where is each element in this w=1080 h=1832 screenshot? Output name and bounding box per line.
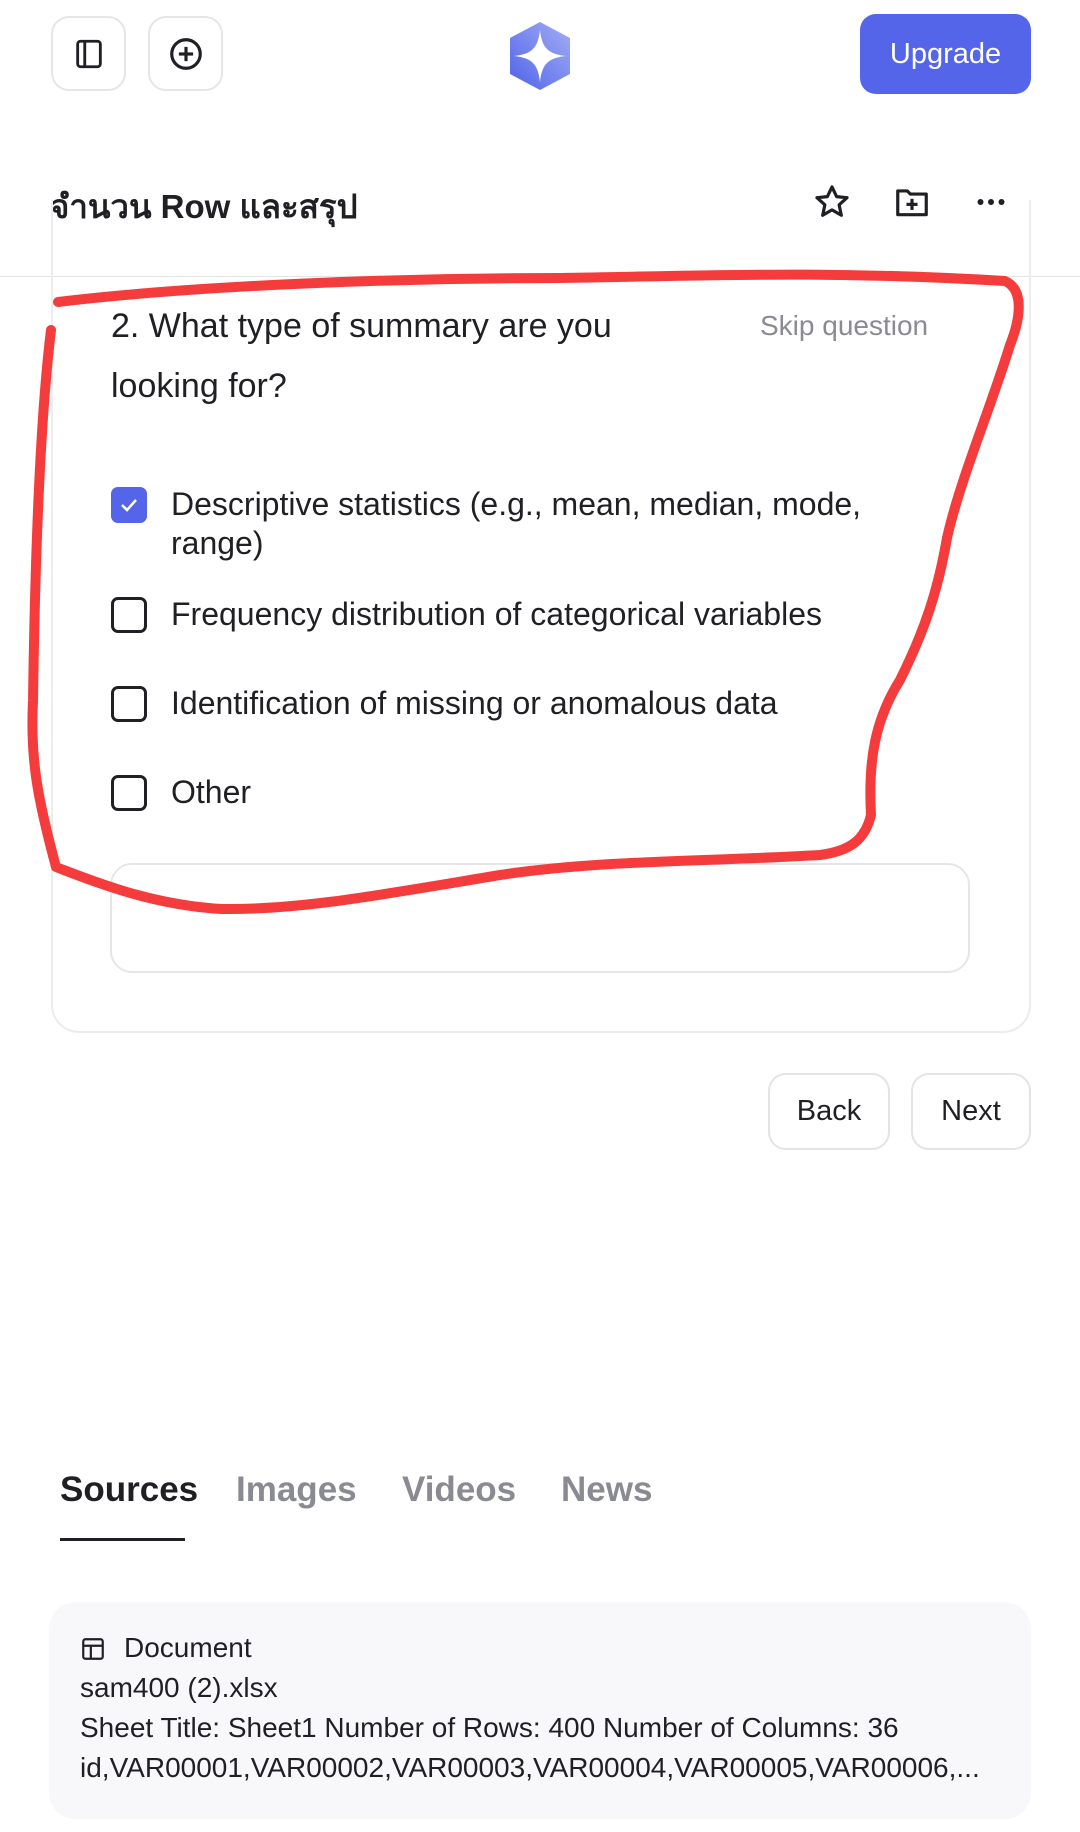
- next-button[interactable]: Next: [911, 1073, 1031, 1150]
- tab-videos[interactable]: Videos: [402, 1470, 517, 1509]
- option-label: Other: [171, 774, 252, 810]
- upgrade-button[interactable]: Upgrade: [860, 14, 1031, 94]
- check-icon: [121, 499, 137, 512]
- option-descriptive-statistics[interactable]: Descriptive statistics (e.g., mean, medi…: [111, 485, 931, 563]
- source-card[interactable]: [49, 1602, 1031, 1819]
- table-icon: [82, 1638, 104, 1660]
- source-filename: sam400 (2).xlsx: [80, 1672, 278, 1703]
- star-icon: [815, 185, 849, 217]
- tab-news[interactable]: News: [561, 1470, 653, 1509]
- checkbox[interactable]: [111, 597, 147, 633]
- sparkle-logo: [510, 22, 570, 90]
- skip-question-link[interactable]: Skip question: [760, 310, 929, 341]
- star-button[interactable]: [812, 182, 852, 222]
- checkbox[interactable]: [111, 686, 147, 722]
- question-text: 2. What type of summary are you looking …: [111, 307, 612, 405]
- back-button[interactable]: Back: [768, 1073, 890, 1150]
- sidebar-toggle-button[interactable]: [51, 16, 126, 91]
- new-chat-button[interactable]: [148, 16, 223, 91]
- active-tab-indicator: [60, 1538, 185, 1541]
- checkbox-checked[interactable]: [111, 487, 147, 523]
- more-icon: [977, 199, 1005, 205]
- source-summary: Sheet Title: Sheet1 Number of Rows: 400 …: [80, 1712, 899, 1743]
- option-frequency-distribution[interactable]: Frequency distribution of categorical va…: [111, 595, 931, 634]
- option-label: Descriptive statistics (e.g., mean, medi…: [171, 486, 862, 561]
- tab-sources[interactable]: Sources: [60, 1470, 199, 1509]
- option-label: Frequency distribution of categorical va…: [171, 596, 822, 632]
- thread-title: จำนวน Row และสรุป: [50, 188, 358, 225]
- plus-circle-icon: [169, 37, 202, 70]
- folder-plus-icon: [896, 189, 928, 217]
- source-columns: id,VAR00001,VAR00002,VAR00003,VAR00004,V…: [80, 1752, 980, 1783]
- checkbox[interactable]: [111, 775, 147, 811]
- option-missing-data[interactable]: Identification of missing or anomalous d…: [111, 684, 931, 723]
- option-label: Identification of missing or anomalous d…: [171, 685, 778, 721]
- more-button[interactable]: [971, 182, 1011, 222]
- add-to-folder-button[interactable]: [892, 182, 932, 222]
- option-other[interactable]: Other: [111, 773, 931, 812]
- tab-images[interactable]: Images: [236, 1470, 357, 1509]
- sidebar-icon: [75, 39, 102, 68]
- other-text-input[interactable]: [110, 863, 970, 973]
- source-type: Document: [124, 1632, 252, 1663]
